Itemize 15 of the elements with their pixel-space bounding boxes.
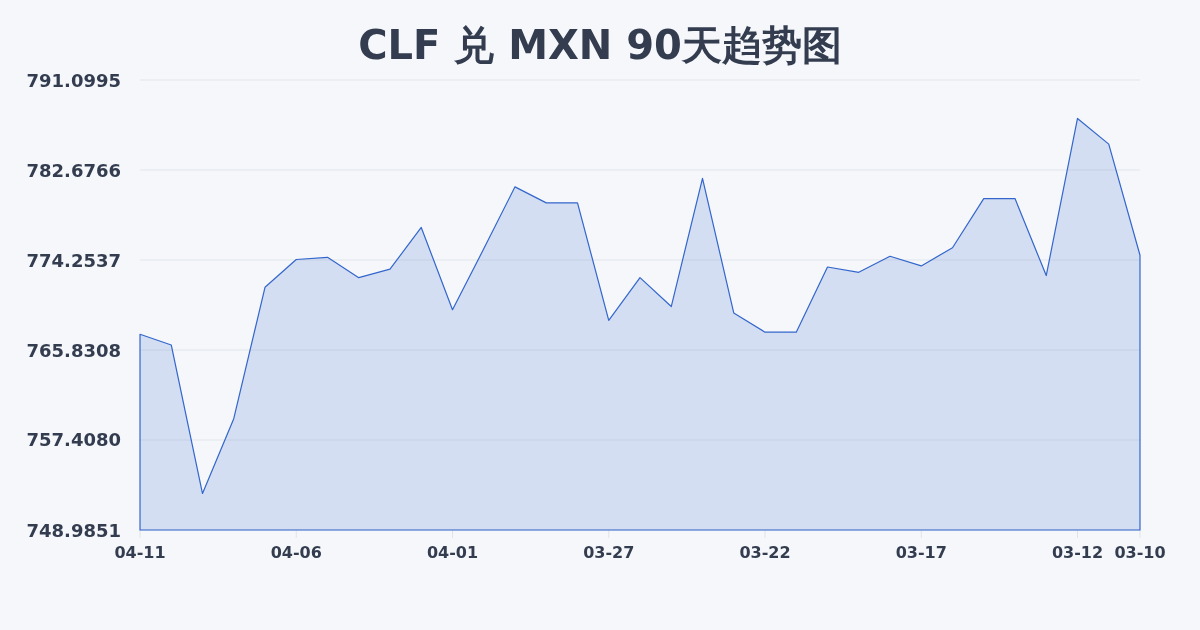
y-tick-label: 765.8308 xyxy=(26,339,121,361)
x-tick-label: 03-17 xyxy=(895,542,947,562)
x-tick-label: 03-22 xyxy=(739,542,791,562)
x-tick-label: 04-11 xyxy=(114,542,166,562)
x-tick-label: 04-06 xyxy=(270,542,322,562)
y-tick-label: 748.9851 xyxy=(26,519,121,541)
y-tick-label: 774.2537 xyxy=(26,249,121,271)
x-tick-label: 03-10 xyxy=(1114,542,1166,562)
x-tick-label: 04-01 xyxy=(426,542,479,562)
y-tick-label: 791.0995 xyxy=(26,69,121,91)
x-tick-label: 03-27 xyxy=(583,542,635,562)
x-tick-label: 03-12 xyxy=(1051,542,1104,562)
y-tick-label: 757.4080 xyxy=(26,429,121,451)
y-tick-label: 782.6766 xyxy=(26,159,121,181)
chart-title: CLF 兑 MXN 90天趋势图 xyxy=(358,22,842,68)
